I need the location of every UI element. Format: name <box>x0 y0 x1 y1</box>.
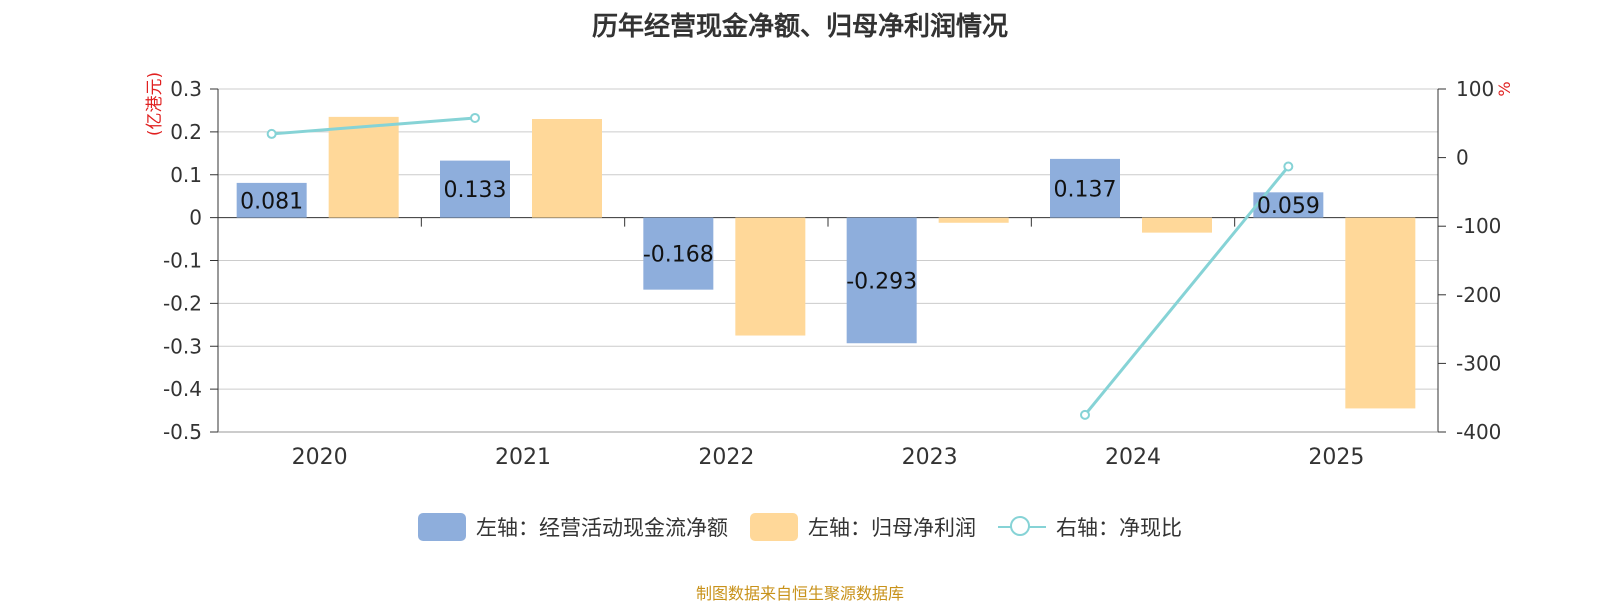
bar-profit <box>938 217 1009 223</box>
legend-item-ratio[interactable]: 右轴：净现比 <box>998 512 1182 542</box>
bar-profit <box>1345 217 1416 409</box>
grid-lines <box>218 88 1438 433</box>
y-left-tick-label: 0 <box>189 206 202 230</box>
line-point <box>470 112 480 123</box>
y-left-tick-label: 0.2 <box>170 120 202 144</box>
x-tick-label: 2023 <box>902 445 958 470</box>
y-right-tick-label: -400 <box>1456 420 1501 444</box>
legend-label-profit: 左轴：归母净利润 <box>808 516 976 540</box>
bar-profit <box>735 217 806 336</box>
bar-value-label: 0.137 <box>1054 177 1117 202</box>
bar-cashflow <box>643 217 714 290</box>
legend-item-profit[interactable]: 左轴：归母净利润 <box>750 512 976 542</box>
line-series <box>266 112 1294 420</box>
legend-swatch-cashflow <box>418 513 466 541</box>
x-tick-label: 2024 <box>1105 445 1161 470</box>
y-left-tick-label: -0.5 <box>163 420 202 444</box>
legend: 左轴：经营活动现金流净额 左轴：归母净利润 右轴：净现比 <box>0 512 1600 542</box>
chart-title: 历年经营现金净额、归母净利润情况 <box>591 12 1008 42</box>
y-left-tick-label: -0.1 <box>163 249 202 273</box>
bar-value-label: 0.133 <box>444 178 507 203</box>
bar-cashflow <box>440 160 510 218</box>
bar-profit <box>1142 217 1212 233</box>
bar-value-label: -0.293 <box>846 269 917 294</box>
bar-profit <box>532 119 602 218</box>
y-left-tick-label: -0.2 <box>163 291 202 315</box>
y-left-tick-label: -0.4 <box>163 377 202 401</box>
legend-swatch-profit <box>750 513 798 541</box>
y-right-tick-label: -200 <box>1456 283 1501 307</box>
y-right-tick-label: -100 <box>1456 214 1501 238</box>
x-tick-label: 2022 <box>698 445 754 470</box>
y-left-tick-label: 0.1 <box>170 163 202 187</box>
y-right-tick-label: -300 <box>1456 351 1501 375</box>
bar-cashflow <box>1050 158 1120 218</box>
source-note: 制图数据来自恒生聚源数据库 <box>695 584 904 603</box>
line-point <box>1283 161 1294 172</box>
bar-cashflow <box>846 217 917 344</box>
legend-swatch-ratio <box>998 513 1046 541</box>
bar-value-label: 0.081 <box>240 189 303 214</box>
legend-label-cashflow: 左轴：经营活动现金流净额 <box>476 516 728 540</box>
legend-label-ratio: 右轴：净现比 <box>1056 516 1182 540</box>
bar-series <box>236 116 1416 409</box>
x-tick-label: 2020 <box>292 445 348 470</box>
bar-value-label: 0.059 <box>1257 194 1320 219</box>
axes: 0.3 0.2 0.1 0 -0.1 -0.2 -0.3 -0.4 -0.5 100 0 -100 -2… <box>145 72 1514 470</box>
data-labels: 0.081 0.133 -0.168 -0.293 0.137 0.059 <box>240 177 1320 294</box>
x-tick-label: 2025 <box>1308 445 1364 470</box>
legend-item-cashflow[interactable]: 左轴：经营活动现金流净额 <box>418 512 728 542</box>
y-left-tick-label: 0.3 <box>170 77 202 101</box>
y-right-tick-label: 0 <box>1456 146 1469 170</box>
bar-profit <box>328 116 399 218</box>
bar-cashflow <box>236 182 307 218</box>
bar-value-label: -0.168 <box>643 243 714 268</box>
y-left-tick-label: -0.3 <box>163 334 202 358</box>
y-right-axis-label: % <box>1495 81 1514 96</box>
y-left-axis-label: (亿港元) <box>145 72 165 136</box>
line-segment <box>271 116 476 136</box>
x-tick-label: 2021 <box>495 445 551 470</box>
line-point <box>1080 409 1090 420</box>
line-point <box>266 128 277 139</box>
y-right-tick-label: 100 <box>1456 77 1494 101</box>
line-segment <box>1083 165 1290 416</box>
